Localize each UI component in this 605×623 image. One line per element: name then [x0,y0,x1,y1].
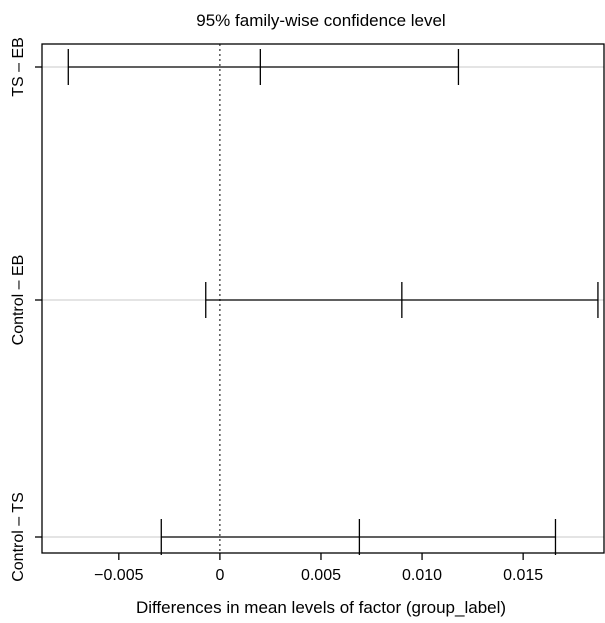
y-tick-label: Control – TS [10,492,27,582]
plot-frame [41,43,605,554]
chart-title: 95% family-wise confidence level [196,11,445,30]
x-tick-label: 0.010 [402,567,442,584]
y-tick-label: Control – EB [10,255,27,346]
x-axis-label: Differences in mean levels of factor (gr… [136,598,506,617]
interval-1 [67,49,460,85]
y-tick-label: TS – EB [10,37,27,97]
x-tick-label: 0.015 [503,567,543,584]
interval-3 [160,519,557,555]
x-tick-label: −0.005 [94,567,143,584]
gridlines [42,66,604,538]
confidence-intervals [67,49,599,555]
x-tick-label: 0.005 [301,567,341,584]
interval-2 [205,282,599,318]
x-tick-label: 0 [215,567,224,584]
axes: −0.005 0 0.005 0.010 0.015 TS – EB Control – E… [10,37,605,584]
